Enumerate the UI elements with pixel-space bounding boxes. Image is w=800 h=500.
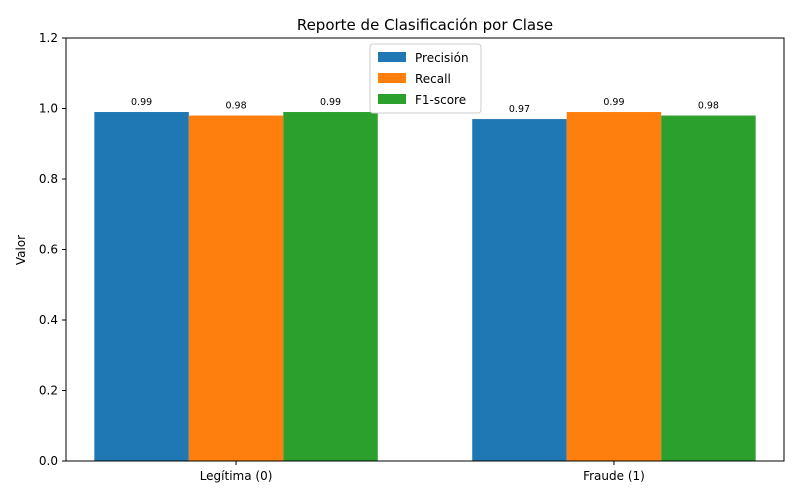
chart-title: Reporte de Clasificación por Clase	[297, 16, 553, 34]
bar-value-label: 0.98	[225, 101, 246, 112]
plot-frame	[65, 37, 785, 462]
y-tick-label: 0.6	[39, 243, 58, 257]
bar-value-label: 0.98	[698, 101, 719, 112]
y-tick-label: 0.0	[39, 454, 58, 468]
legend-swatch	[378, 73, 406, 83]
bar	[188, 115, 284, 462]
bar-value-label: 0.99	[603, 97, 624, 108]
legend-swatch	[378, 52, 406, 62]
y-axis-label: Valor	[14, 235, 28, 265]
y-tick-label: 0.2	[39, 384, 58, 398]
bar	[283, 112, 378, 462]
data-labels-group: 0.99 0.97 0.98 0.99 0.99 0.98	[131, 97, 719, 115]
y-tick-label: 0.8	[39, 172, 58, 186]
y-axis: 0.0 0.2 0.4 0.6 0.8 1.0 1.2	[39, 31, 66, 468]
y-tick-label: 1.2	[39, 31, 58, 45]
x-tick-label: Fraude (1)	[583, 469, 645, 483]
legend-label: Precisión	[415, 51, 469, 65]
legend: Precisión Recall F1-score	[369, 43, 482, 114]
legend-label: F1-score	[415, 93, 466, 107]
legend-label: Recall	[415, 72, 451, 86]
bar	[566, 112, 662, 462]
bars-group	[94, 112, 756, 462]
legend-swatch	[378, 94, 406, 104]
bar	[472, 119, 567, 461]
bar	[661, 115, 756, 462]
y-tick-label: 1.0	[39, 102, 58, 116]
bar-value-label: 0.99	[131, 97, 152, 108]
x-tick-label: Legítima (0)	[200, 469, 273, 483]
x-axis: Legítima (0) Fraude (1)	[200, 461, 645, 483]
y-tick-label: 0.4	[39, 313, 58, 327]
bar-value-label: 0.97	[509, 104, 530, 115]
bar-value-label: 0.99	[320, 97, 341, 108]
bar	[94, 112, 189, 462]
